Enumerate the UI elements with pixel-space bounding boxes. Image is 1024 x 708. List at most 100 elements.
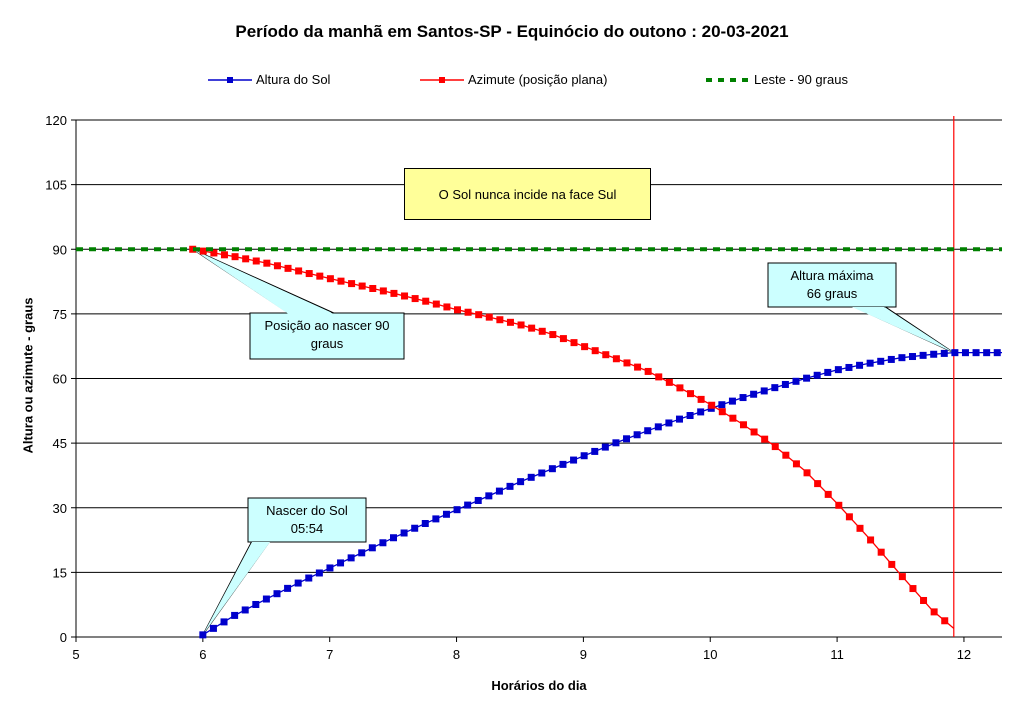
x-tick-label: 11: [830, 647, 844, 662]
series-1-marker: [729, 414, 737, 422]
series-1-marker: [220, 251, 228, 259]
series-0-marker: [601, 443, 609, 451]
series-0-marker: [347, 554, 355, 562]
series-1-marker: [326, 275, 334, 283]
series-1-marker: [676, 384, 684, 392]
series-1-marker: [559, 335, 567, 343]
series-0-marker: [485, 492, 493, 500]
series-0-marker: [654, 423, 662, 431]
series-1-marker: [888, 560, 896, 568]
series-0-marker: [813, 371, 821, 379]
series-0-marker: [612, 439, 620, 447]
series-0-marker: [390, 534, 398, 542]
series-1-marker: [581, 343, 589, 351]
series-0-marker: [411, 524, 419, 532]
series-1-marker: [697, 395, 705, 403]
series-0-marker: [220, 618, 228, 626]
x-tick-label: 6: [199, 647, 206, 662]
series-1-marker: [824, 490, 832, 498]
legend-swatch-leste: [706, 77, 750, 82]
series-1-marker: [443, 303, 451, 311]
series-0-marker: [728, 397, 736, 405]
series-1-marker: [782, 451, 790, 459]
series-1-marker: [432, 300, 440, 308]
series-1-marker: [337, 277, 345, 285]
x-tick-label: 12: [957, 647, 971, 662]
series-1-marker: [930, 608, 938, 616]
legend-item-altura: Altura do Sol: [208, 72, 330, 87]
series-1-marker: [379, 287, 387, 295]
series-1-marker: [591, 347, 599, 355]
series-1-marker: [316, 272, 324, 280]
series-0-marker: [464, 501, 472, 509]
callout-shapes: [192, 248, 955, 636]
series-1-marker: [665, 378, 673, 386]
legend: Altura do Sol Azimute (posição plana) Le…: [0, 72, 1024, 94]
series-1-marker: [305, 270, 313, 278]
x-tick-label: 8: [453, 647, 460, 662]
series-layer: [76, 116, 1002, 639]
series-0-marker: [623, 435, 631, 443]
series-1-marker: [803, 469, 811, 477]
series-1-marker: [390, 289, 398, 297]
legend-swatch-azimute: [420, 76, 464, 83]
series-0-marker: [887, 355, 895, 363]
callout-rise-position-pointer-join: [192, 249, 336, 315]
x-tick-label: 7: [326, 647, 333, 662]
series-1-marker: [295, 267, 303, 275]
chart-title: Período da manhã em Santos-SP - Equinóci…: [235, 22, 789, 41]
series-0-marker: [315, 569, 323, 577]
series-0-marker: [993, 349, 1001, 357]
series-0-marker: [337, 559, 345, 567]
series-1-marker: [210, 249, 218, 257]
series-1-marker: [612, 355, 620, 363]
series-1-marker: [369, 284, 377, 292]
series-0-marker: [930, 350, 938, 358]
series-0-marker: [305, 574, 313, 582]
series-1-marker: [941, 617, 949, 625]
series-1-marker: [623, 359, 631, 367]
series-0-marker: [368, 544, 376, 552]
series-0-marker: [972, 349, 980, 357]
series-0-marker: [453, 506, 461, 514]
series-0-marker: [686, 412, 694, 420]
series-1-marker: [199, 247, 207, 255]
legend-label-altura: Altura do Sol: [256, 72, 331, 87]
series-1-marker: [739, 421, 747, 429]
series-1-marker: [920, 596, 928, 604]
series-0-marker: [379, 539, 387, 547]
series-1-marker: [475, 311, 483, 319]
x-tick-label: 9: [580, 647, 587, 662]
legend-label-leste: Leste - 90 graus: [754, 72, 848, 87]
axes: [71, 119, 1002, 642]
series-1-marker: [644, 367, 652, 375]
series-0-marker: [400, 529, 408, 537]
note-text: O Sol nunca incide na face Sul: [438, 186, 617, 202]
legend-item-azimute: Azimute (posição plana): [420, 72, 607, 87]
series-1-marker: [792, 460, 800, 468]
series-1-marker: [687, 390, 695, 398]
legend-item-leste: Leste - 90 graus: [706, 72, 848, 87]
series-0-marker: [474, 496, 482, 504]
series-0-marker: [961, 349, 969, 357]
series-0-marker: [760, 387, 768, 395]
callout-sunrise-box: [247, 497, 367, 543]
series-0-marker: [866, 359, 874, 367]
series-1-marker: [231, 253, 239, 261]
series-0-marker: [432, 515, 440, 523]
series-1-marker: [464, 308, 472, 316]
series-0-marker: [580, 452, 588, 460]
series-1-marker: [189, 245, 197, 253]
callout-max-height-text: Altura máxima 66 graus: [790, 268, 874, 301]
series-0-marker: [845, 363, 853, 371]
series-0-marker: [570, 456, 578, 464]
legend-label-azimute: Azimute (posição plana): [468, 72, 608, 87]
series-0-marker: [940, 349, 948, 357]
y-tick-label: 0: [60, 630, 67, 645]
series-1-marker: [655, 373, 663, 381]
series-1-marker: [835, 501, 843, 509]
series-0-marker: [792, 377, 800, 385]
legend-swatch-altura: [208, 76, 252, 83]
tick-labels: 0 15 30 45 60 75 90 105 120 5 6 7 8 9 10 11 12: [45, 113, 971, 662]
series-1-marker: [708, 401, 716, 409]
